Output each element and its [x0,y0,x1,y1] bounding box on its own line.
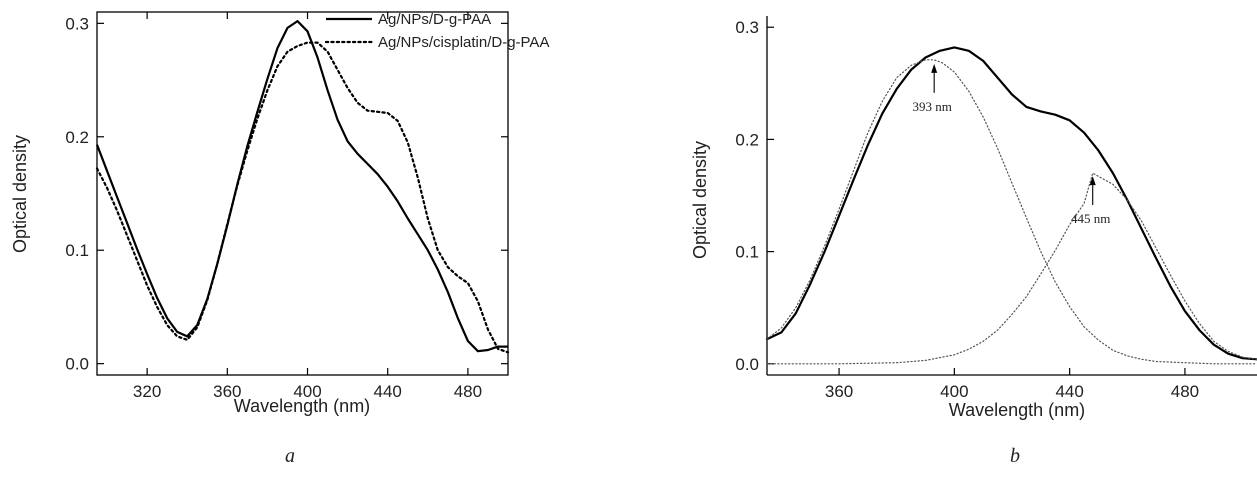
panel-b-x-tick-label: 480 [1171,382,1199,401]
peak-annotation-label: 445 nm [1071,211,1110,226]
panel-label-b: b [1010,445,1020,467]
annotation-arrow-head [931,63,938,73]
y-axis-title-b: Optical density [690,141,710,259]
chart-panel-a: 320 360 400 440 480 0.0 0.1 0.2 0.3 Ag/NPs/D-g-… [10,11,549,467]
panel-b-y-tick-label: 0.0 [735,355,759,374]
series-line-1 [95,20,508,353]
panel-a-x-tick-label: 320 [133,382,161,401]
panel-a-y-tick-label: 0.3 [65,14,89,33]
legend-a: Ag/NPs/D-g-PAA Ag/NPs/cisplatin/D-g-PAA [324,11,549,51]
fitted-peak-line-1 [766,59,1257,365]
y-axis-title-a: Optical density [10,135,30,253]
panel-b-y-tick-label: 0.1 [735,243,759,262]
panel-b-x-tick-label: 360 [825,382,853,401]
panel-a-x-tick-label: 480 [454,382,482,401]
series-line-2 [95,41,510,354]
plot-frame-a [96,11,509,376]
peak-annotation-label: 393 nm [912,99,951,114]
panel-a-y-tick-label: 0.1 [65,241,89,260]
axes-b [766,16,1257,376]
fitted-peak-line-2 [766,172,1257,365]
annotation-arrow-head [1089,176,1096,186]
x-axis-ticks-b: 360 400 440 480 [825,368,1199,401]
series-lines-b [765,46,1257,365]
panel-b-y-tick-label: 0.3 [735,18,759,37]
x-axis-title-b: Wavelength (nm) [949,400,1085,420]
panel-a-x-tick-label: 360 [213,382,241,401]
legend-label-2: Ag/NPs/cisplatin/D-g-PAA [378,34,549,51]
legend-label-1: Ag/NPs/D-g-PAA [378,11,491,28]
panel-b-x-tick-label: 400 [940,382,968,401]
spectrum-line [765,46,1257,361]
panel-a-y-tick-label: 0.0 [65,355,89,374]
panel-b-x-tick-label: 440 [1055,382,1083,401]
panel-a-x-tick-label: 400 [293,382,321,401]
x-axis-title-a: Wavelength (nm) [234,396,370,416]
y-axis-ticks-a: 0.0 0.1 0.2 0.3 [65,14,508,374]
peak-annotations-b: 393 nm 445 nm [912,63,1110,226]
panel-label-a: a [285,445,295,467]
panel-b-y-tick-label: 0.2 [735,130,759,149]
series-lines-a [95,20,510,354]
chart-panel-b: 360 400 440 480 0.0 0.1 0.2 0.3 393 nm 445 nm W… [690,16,1257,467]
panel-a-y-tick-label: 0.2 [65,128,89,147]
panel-a-x-tick-label: 440 [374,382,402,401]
x-axis-ticks-a: 320 360 400 440 480 [133,12,482,401]
y-axis-ticks-b: 0.0 0.1 0.2 0.3 [735,18,774,374]
